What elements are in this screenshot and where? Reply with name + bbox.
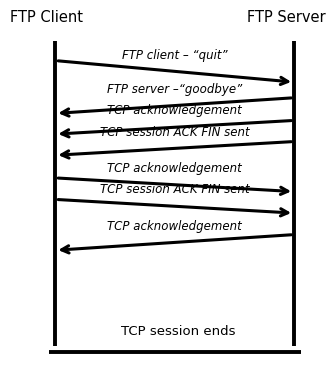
Text: TCP session ACK FIN sent: TCP session ACK FIN sent: [100, 126, 250, 138]
Text: TCP acknowledgement: TCP acknowledgement: [107, 220, 242, 233]
Text: FTP server –“goodbye”: FTP server –“goodbye”: [107, 83, 242, 96]
Text: FTP client – “quit”: FTP client – “quit”: [122, 48, 227, 61]
Text: TCP session ends: TCP session ends: [121, 325, 235, 338]
Text: TCP acknowledgement: TCP acknowledgement: [107, 104, 242, 117]
Text: FTP Client: FTP Client: [10, 10, 83, 25]
Text: TCP acknowledgement: TCP acknowledgement: [107, 162, 242, 175]
Text: TCP session ACK FIN sent: TCP session ACK FIN sent: [100, 183, 250, 196]
Text: FTP Server: FTP Server: [247, 10, 326, 25]
